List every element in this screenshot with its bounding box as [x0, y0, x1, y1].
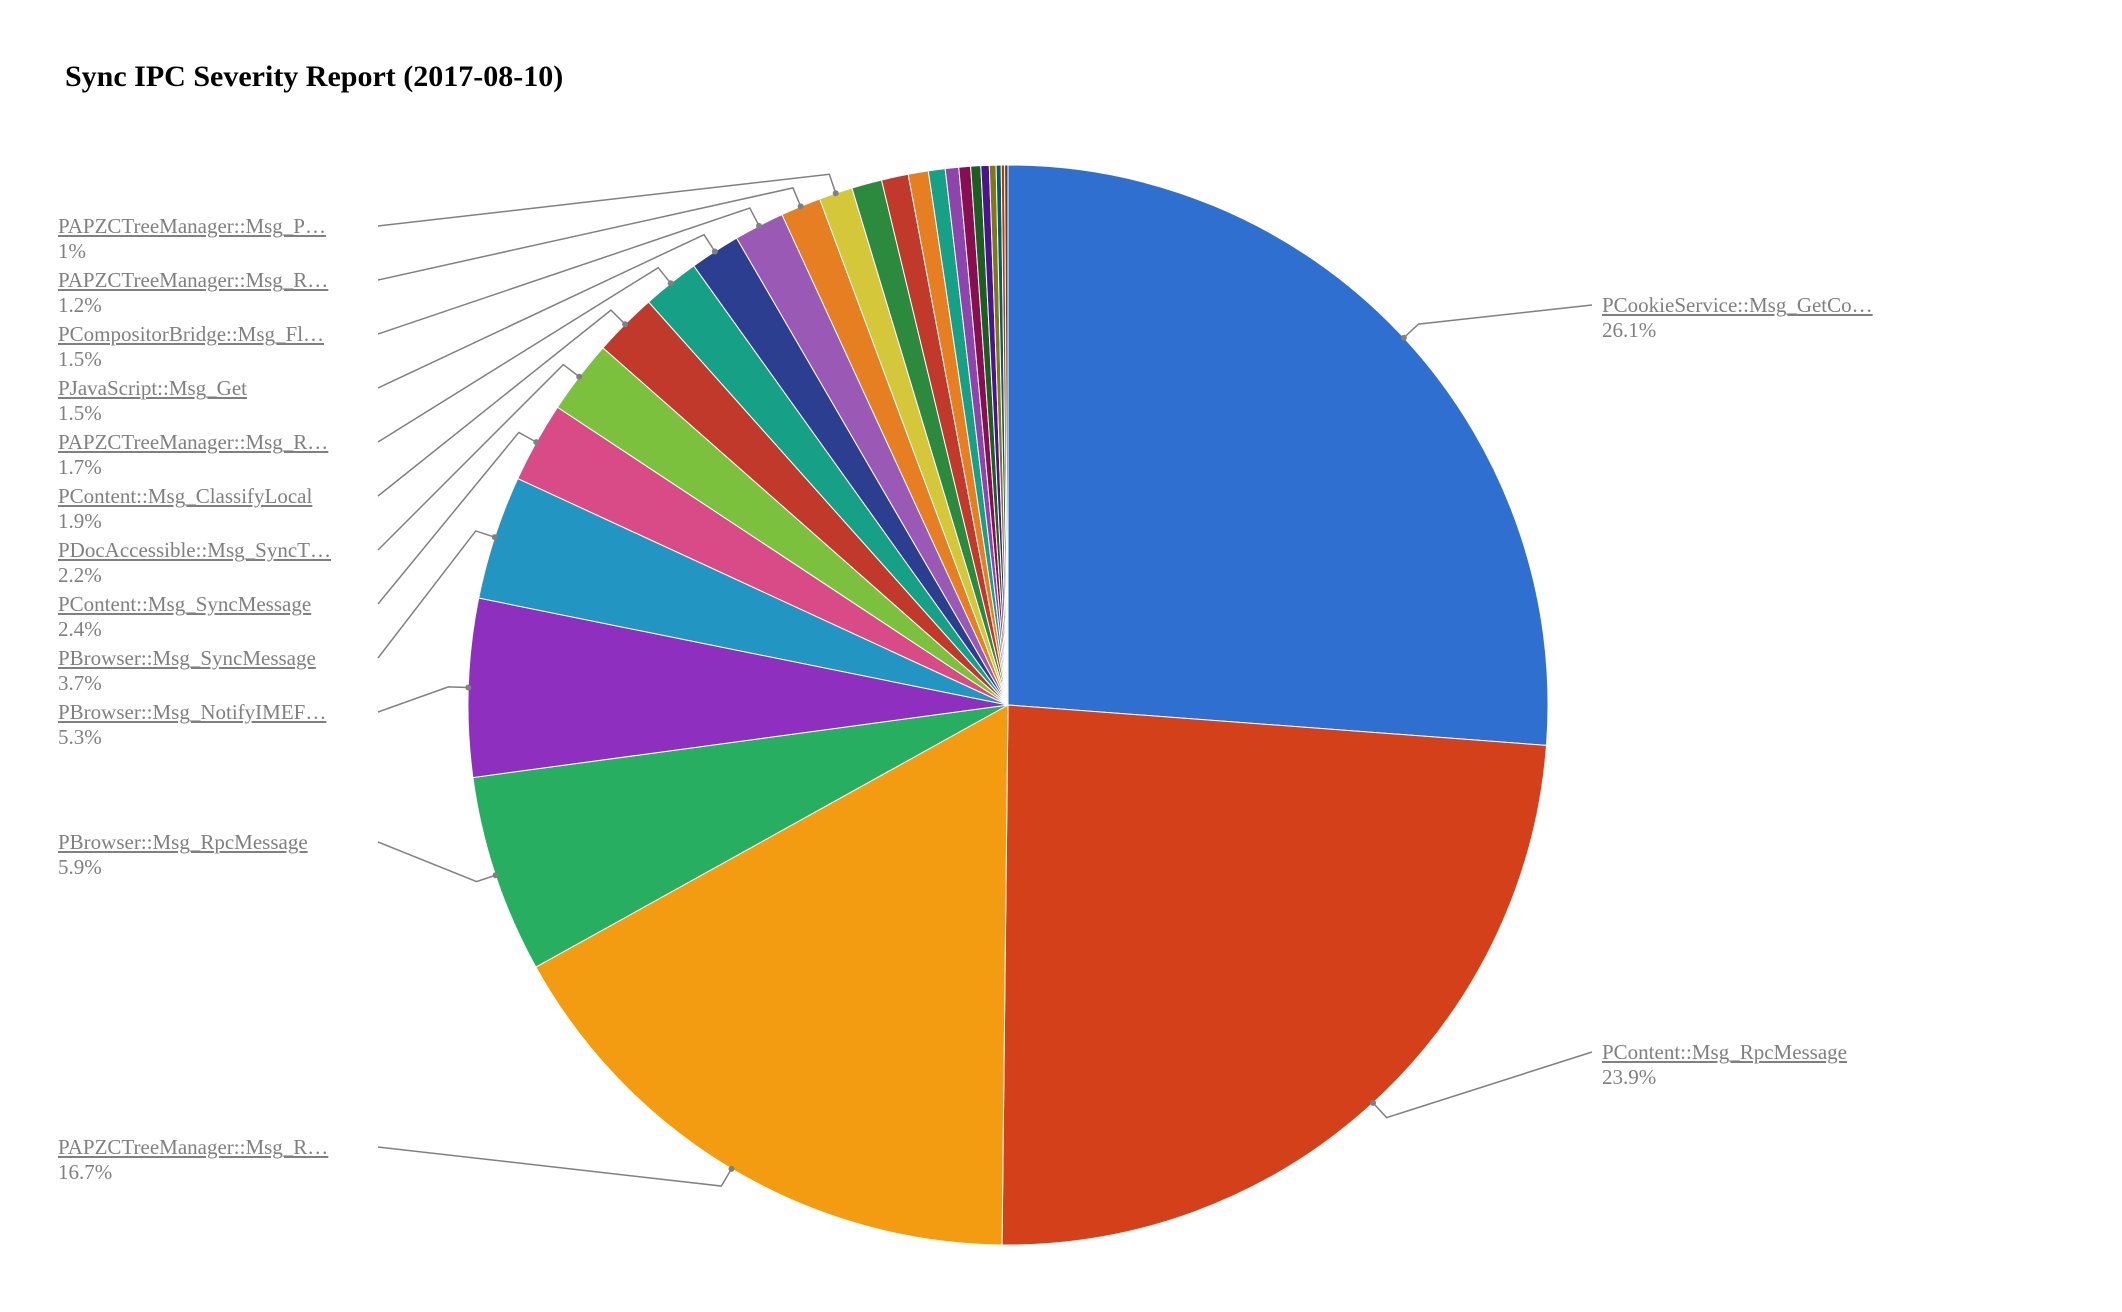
slice-label-pct: 5.3%	[58, 725, 326, 750]
slice-label: PAPZCTreeManager::Msg_R…16.7%	[58, 1135, 328, 1185]
slice-label-name[interactable]: PAPZCTreeManager::Msg_P…	[58, 214, 326, 239]
leader-line	[378, 1147, 732, 1186]
slice-label-pct: 1%	[58, 239, 326, 264]
slice-label-name[interactable]: PJavaScript::Msg_Get	[58, 376, 247, 401]
slice-label-name[interactable]: PCompositorBridge::Msg_Fl…	[58, 322, 324, 347]
slice-label-name[interactable]: PBrowser::Msg_NotifyIMEF…	[58, 700, 326, 725]
leader-line	[1404, 305, 1592, 338]
slice-label-pct: 1.5%	[58, 347, 324, 372]
slice-label: PAPZCTreeManager::Msg_R…1.2%	[58, 268, 328, 318]
slice-label-pct: 1.7%	[58, 455, 328, 480]
leader-dot	[798, 203, 804, 209]
slice-label: PBrowser::Msg_SyncMessage3.7%	[58, 646, 316, 696]
slice-label: PContent::Msg_ClassifyLocal1.9%	[58, 484, 312, 534]
slice-label-name[interactable]: PContent::Msg_ClassifyLocal	[58, 484, 312, 509]
slice-label: PCookieService::Msg_GetCo…26.1%	[1602, 293, 1873, 343]
pie-slice[interactable]	[1002, 705, 1546, 1245]
leader-dot	[833, 190, 839, 196]
leader-dot	[712, 248, 718, 254]
slice-label: PBrowser::Msg_RpcMessage5.9%	[58, 830, 308, 880]
slice-label-pct: 2.4%	[58, 617, 311, 642]
slice-label-name[interactable]: PBrowser::Msg_RpcMessage	[58, 830, 308, 855]
slice-label-pct: 23.9%	[1602, 1065, 1847, 1090]
slice-label: PAPZCTreeManager::Msg_R…1.7%	[58, 430, 328, 480]
slice-label-pct: 2.2%	[58, 563, 331, 588]
slice-label-pct: 26.1%	[1602, 318, 1873, 343]
slice-label-name[interactable]: PCookieService::Msg_GetCo…	[1602, 293, 1873, 318]
pie-chart	[0, 0, 2122, 1312]
slice-label: PAPZCTreeManager::Msg_P…1%	[58, 214, 326, 264]
slice-label-name[interactable]: PAPZCTreeManager::Msg_R…	[58, 1135, 328, 1160]
slice-label-pct: 1.2%	[58, 293, 328, 318]
slice-label-pct: 1.5%	[58, 401, 247, 426]
slice-label-name[interactable]: PAPZCTreeManager::Msg_R…	[58, 430, 328, 455]
leader-dot	[576, 374, 582, 380]
slice-label-pct: 1.9%	[58, 509, 312, 534]
slice-label: PDocAccessible::Msg_SyncT…2.2%	[58, 538, 331, 588]
slice-label-name[interactable]: PContent::Msg_RpcMessage	[1602, 1040, 1847, 1065]
leader-dot	[465, 685, 471, 691]
leader-dot	[622, 321, 628, 327]
slice-label: PCompositorBridge::Msg_Fl…1.5%	[58, 322, 324, 372]
leader-line	[378, 687, 468, 712]
slice-label-name[interactable]: PBrowser::Msg_SyncMessage	[58, 646, 316, 671]
slice-label-name[interactable]: PDocAccessible::Msg_SyncT…	[58, 538, 331, 563]
leader-line	[378, 842, 496, 882]
slice-label-name[interactable]: PAPZCTreeManager::Msg_R…	[58, 268, 328, 293]
slice-label-pct: 3.7%	[58, 671, 316, 696]
slice-label: PBrowser::Msg_NotifyIMEF…5.3%	[58, 700, 326, 750]
leader-dot	[1401, 335, 1407, 341]
slice-label: PContent::Msg_RpcMessage23.9%	[1602, 1040, 1847, 1090]
leader-dot	[668, 280, 674, 286]
leader-dot	[493, 872, 499, 878]
slice-label: PContent::Msg_SyncMessage2.4%	[58, 592, 311, 642]
slice-label-pct: 5.9%	[58, 855, 308, 880]
leader-dot	[533, 439, 539, 445]
leader-dot	[729, 1166, 735, 1172]
leader-dot	[1370, 1100, 1376, 1106]
slice-label-pct: 16.7%	[58, 1160, 328, 1185]
leader-dot	[756, 223, 762, 229]
pie-slice[interactable]	[1008, 165, 1548, 745]
slice-label: PJavaScript::Msg_Get1.5%	[58, 376, 247, 426]
leader-dot	[492, 534, 498, 540]
slice-label-name[interactable]: PContent::Msg_SyncMessage	[58, 592, 311, 617]
leader-line	[378, 174, 836, 226]
